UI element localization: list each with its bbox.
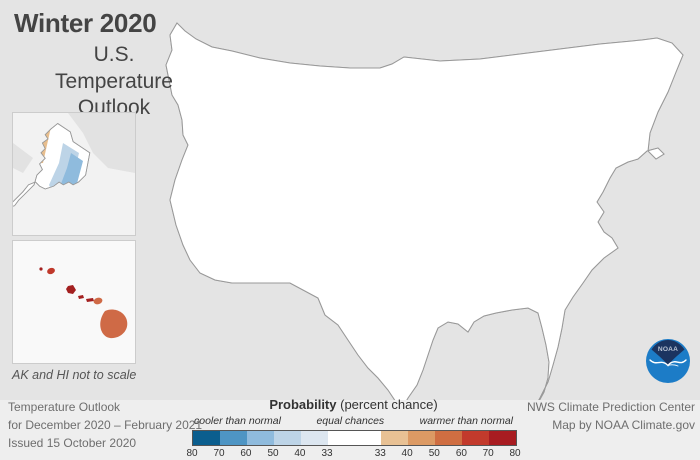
svg-text:NOAA: NOAA	[658, 346, 678, 353]
